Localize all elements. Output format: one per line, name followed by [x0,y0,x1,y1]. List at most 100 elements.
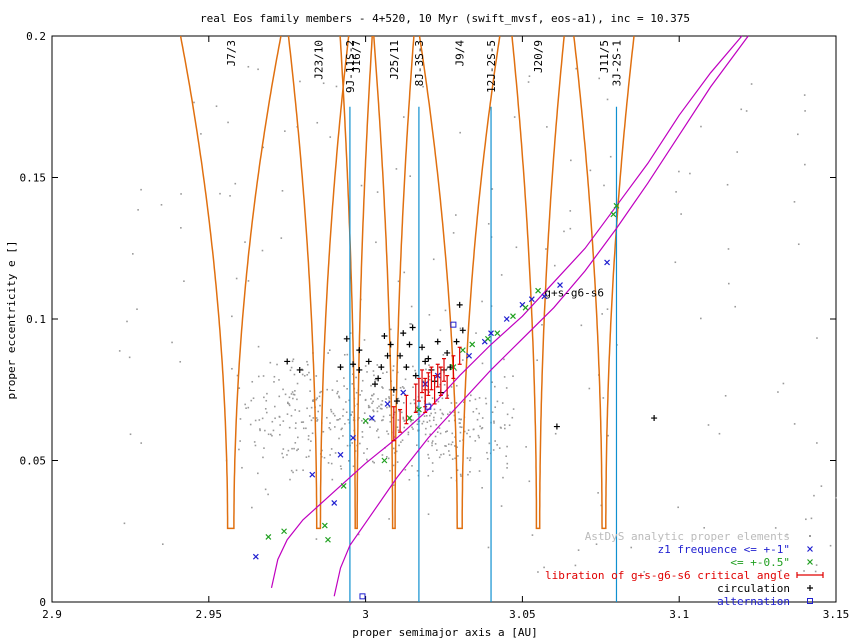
background-point [334,414,336,417]
background-point [480,427,483,430]
z1-1-point [488,330,494,337]
background-point [447,413,449,416]
background-point [278,395,281,398]
background-point [245,407,247,410]
background-point [257,68,259,71]
background-point [306,363,309,366]
z1-05-point [484,335,491,342]
background-point [307,438,310,441]
background-point [299,80,301,83]
background-point [282,448,285,450]
background-point [455,369,458,372]
circulation-point [400,330,407,337]
background-point [512,408,515,410]
background-point [606,98,609,101]
background-point [677,506,679,509]
background-point [392,394,395,396]
background-point [491,381,493,384]
background-point [140,188,142,191]
alternation-point [450,321,457,328]
background-point [407,433,410,436]
background-point [327,352,329,354]
background-point [430,425,432,428]
background-point [446,430,448,432]
background-point [293,373,296,376]
background-point [254,419,257,422]
y-axis-label: proper eccentricity e [] [5,241,18,400]
background-point [301,368,303,371]
legend-label: AstDyS analytic proper elements [585,530,790,543]
z1-05-point [321,522,328,529]
background-point [355,391,358,394]
background-point [301,373,304,376]
background-point [251,506,253,509]
background-point [303,374,306,377]
background-point [740,108,743,111]
background-point [513,116,516,118]
background-point [123,522,126,525]
background-point [500,427,502,429]
background-point [442,413,445,416]
background-point [360,390,363,392]
background-point [835,496,837,499]
background-point [461,359,464,361]
background-point [545,248,547,250]
background-point [435,423,438,426]
mmr-label: J9/4 [454,40,467,67]
background-point [443,383,446,386]
background-point [273,381,275,383]
background-point [366,458,368,461]
background-point [271,434,273,437]
background-point [292,397,294,400]
background-point [463,430,466,433]
background-point [428,457,430,459]
circulation-point [422,358,429,365]
background-point [229,195,231,197]
background-point [432,419,435,422]
background-point [292,393,295,396]
background-point [503,424,506,426]
secular-resonance-label: g+s-g6-s6 [544,286,604,299]
circulation-point [553,423,560,430]
background-point [359,442,361,445]
circulation-point [406,341,413,348]
background-point [327,462,330,464]
background-point [805,518,807,521]
background-point [440,417,443,420]
background-point [389,469,391,472]
background-point [440,453,442,456]
background-point [501,402,504,404]
libration-point [435,363,440,388]
background-point [376,191,379,193]
background-point [455,402,458,404]
background-point [373,461,376,464]
circulation-point [343,335,350,342]
background-point [293,393,296,396]
background-point [414,369,416,372]
background-point [422,380,425,383]
y-tick-label: 0.1 [26,313,46,326]
background-point [310,406,313,409]
background-point [321,449,323,452]
background-point [302,421,305,423]
background-point [734,305,737,308]
background-point [803,570,805,572]
background-point [411,426,413,429]
background-point [426,389,429,391]
background-point [402,402,405,404]
background-point [402,417,405,420]
mmr-label: J16/7 [350,40,363,73]
background-point [330,410,333,413]
background-point [508,424,511,427]
background-point [346,444,349,447]
background-point [412,419,414,421]
background-point [357,533,360,536]
background-point [371,418,373,421]
background-point [478,470,481,472]
background-point [469,471,471,473]
background-point [469,457,472,459]
background-point [386,406,388,409]
background-point [487,223,490,225]
background-point [244,241,246,243]
background-point [570,159,572,162]
